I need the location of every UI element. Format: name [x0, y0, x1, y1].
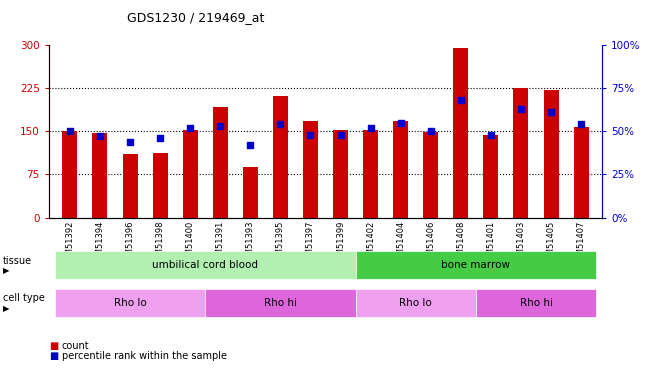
Bar	[303, 121, 318, 218]
Bar	[423, 132, 438, 218]
Text: GDS1230 / 219469_at: GDS1230 / 219469_at	[126, 11, 264, 24]
Point	[155, 135, 165, 141]
Text: Rho lo: Rho lo	[399, 298, 432, 308]
Point	[125, 139, 135, 145]
Text: tissue: tissue	[3, 256, 33, 266]
Point	[546, 109, 556, 115]
Point	[516, 106, 526, 112]
Bar	[393, 121, 408, 218]
Bar	[122, 154, 137, 218]
Point	[486, 132, 496, 138]
Point	[64, 128, 75, 134]
Point	[215, 123, 225, 129]
Bar	[213, 106, 228, 218]
Bar	[544, 90, 559, 218]
Bar	[273, 96, 288, 218]
Point	[95, 134, 105, 140]
Point	[426, 128, 436, 134]
Bar	[62, 131, 77, 218]
Point	[456, 97, 466, 103]
Point	[335, 132, 346, 138]
Text: Rho hi: Rho hi	[264, 298, 297, 308]
Bar	[363, 130, 378, 218]
Point	[185, 125, 195, 131]
Text: ▶: ▶	[3, 304, 10, 313]
Point	[576, 122, 587, 128]
Text: bone marrow: bone marrow	[441, 260, 510, 270]
Text: ■: ■	[49, 341, 58, 351]
Text: Rho lo: Rho lo	[114, 298, 146, 308]
Bar	[453, 48, 468, 217]
Bar	[514, 88, 529, 218]
Bar	[484, 135, 499, 218]
Bar	[333, 130, 348, 218]
Text: count: count	[62, 341, 89, 351]
Point	[305, 132, 316, 138]
Text: ■: ■	[49, 351, 58, 361]
Bar	[574, 127, 589, 218]
Point	[395, 120, 406, 126]
Text: cell type: cell type	[3, 293, 45, 303]
Point	[275, 122, 286, 128]
Point	[245, 142, 256, 148]
Point	[365, 125, 376, 131]
Bar	[152, 153, 167, 218]
Text: percentile rank within the sample: percentile rank within the sample	[62, 351, 227, 361]
Bar	[92, 133, 107, 218]
Text: Rho hi: Rho hi	[519, 298, 553, 308]
Bar	[183, 129, 198, 218]
Text: umbilical cord blood: umbilical cord blood	[152, 260, 258, 270]
Bar	[243, 167, 258, 218]
Text: ▶: ▶	[3, 266, 10, 275]
